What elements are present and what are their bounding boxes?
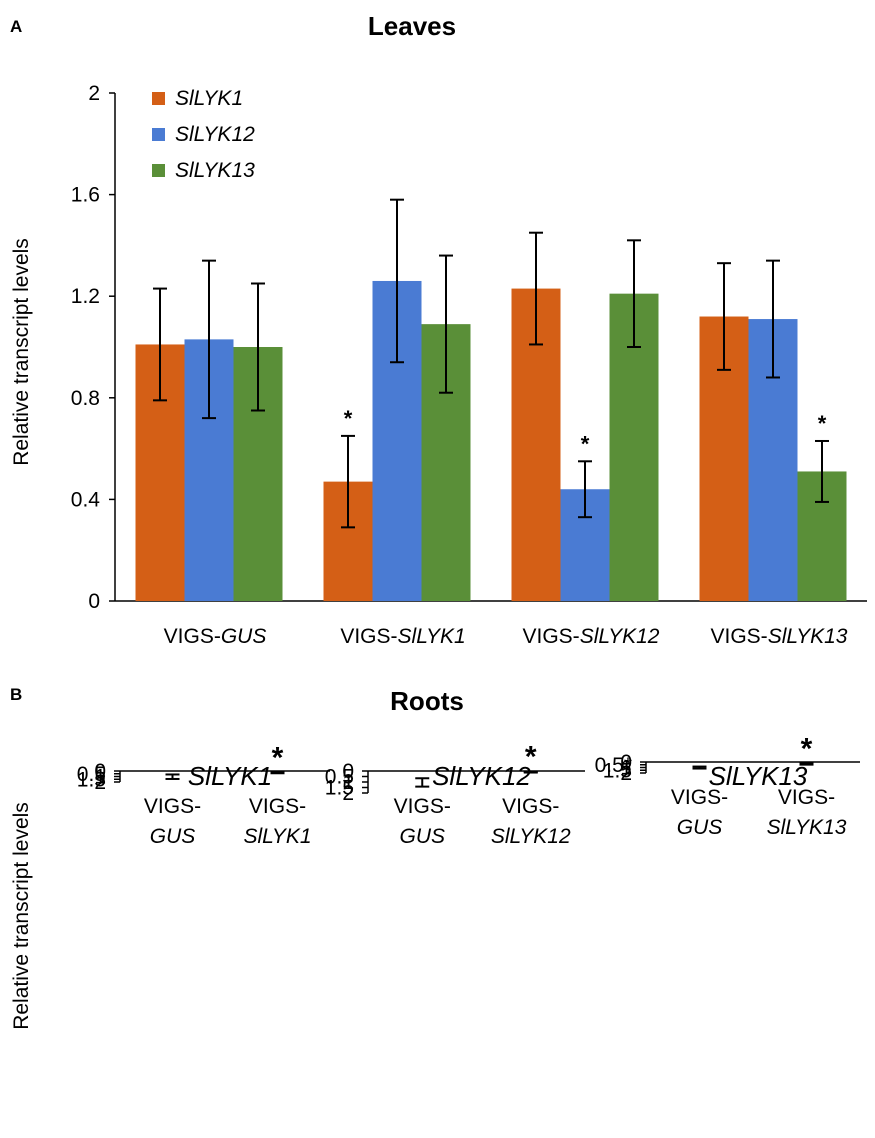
y-tick-label: 0.5 <box>325 766 354 789</box>
significance-star: * <box>581 431 590 456</box>
y-tick-label: 2 <box>88 82 100 105</box>
y-tick-label: 1.5 <box>325 777 354 800</box>
panel-b-label: B <box>10 685 22 704</box>
roots-charts: SlLYK100.511.52VIGS-GUS*VIGS-SlLYK1SlLYK… <box>77 733 860 848</box>
significance-star: * <box>344 406 353 431</box>
x-label-prefix: VIGS- <box>340 625 397 648</box>
x-category-label: VIGS-SlLYK13 <box>711 625 848 648</box>
x-category-label-line1: VIGS- <box>144 795 201 818</box>
x-category-label-line2: GUS <box>399 825 445 848</box>
y-tick-label: 0 <box>620 751 632 774</box>
legend-swatch-sllyk12 <box>152 128 165 141</box>
subchart-title: SlLYK12 <box>432 761 531 791</box>
y-tick-label: 0 <box>342 760 354 783</box>
x-label-gene: SlLYK1 <box>398 625 466 648</box>
y-tick-label: 1 <box>94 766 106 789</box>
significance-star: * <box>818 411 827 436</box>
x-category-label-line2: SlLYK1 <box>243 825 311 848</box>
y-tick-label: 0.5 <box>77 763 106 786</box>
leaves-chart: 00.40.81.21.62VIGS-GUS*VIGS-SlLYK1*VIGS-… <box>71 82 867 648</box>
y-tick-label: 2 <box>342 782 354 805</box>
panel-a-label: A <box>10 17 22 36</box>
panel-a-title: Leaves <box>368 11 456 41</box>
x-category-label-line2: GUS <box>677 816 723 839</box>
x-category-label-line1: VIGS- <box>502 795 559 818</box>
x-category-label-line1: VIGS- <box>778 786 835 809</box>
y-tick-label: 1.5 <box>603 759 632 782</box>
legend-label-sllyk13: SlLYK13 <box>175 159 255 182</box>
y-tick-label: 2 <box>620 762 632 785</box>
legend-label-sllyk12: SlLYK12 <box>175 123 255 146</box>
roots-subchart-sllyk1: SlLYK1 00.511.52 VIGS- GUS * VIGS- SlLYK1 <box>77 741 330 848</box>
panel-b-ylabel: Relative transcript levels <box>10 802 33 1030</box>
y-tick-label: 1.5 <box>77 768 106 791</box>
subchart-title: SlLYK13 <box>709 761 808 791</box>
significance-star: * <box>272 741 284 774</box>
x-category-label-line1: VIGS- <box>671 786 728 809</box>
significance-star: * <box>801 733 813 766</box>
x-label-prefix: VIGS- <box>164 625 221 648</box>
y-tick-label: 0 <box>88 590 100 613</box>
x-category-label: VIGS-SlLYK1 <box>340 625 465 648</box>
legend-swatch-sllyk13 <box>152 164 165 177</box>
roots-subchart-sllyk12: SlLYK12 00.511.52 VIGS- GUS * VIGS- SlLYK12 <box>325 741 585 848</box>
y-tick-label: 1 <box>620 757 632 780</box>
legend-swatch-sllyk1 <box>152 92 165 105</box>
y-tick-label: 1.6 <box>71 184 100 207</box>
y-tick-label: 0.8 <box>71 387 100 410</box>
y-tick-label: 1 <box>342 771 354 794</box>
x-label-gene: SlLYK13 <box>768 625 848 648</box>
y-tick-label: 2 <box>94 771 106 794</box>
y-tick-label: 0.4 <box>71 488 101 511</box>
x-label-gene: GUS <box>221 625 267 648</box>
legend-label-sllyk1: SlLYK1 <box>175 87 243 110</box>
y-tick-label: 1.2 <box>71 285 100 308</box>
y-tick-label: 0.5* <box>595 754 632 777</box>
x-category-label-line1: VIGS- <box>249 795 306 818</box>
significance-star: * <box>525 741 537 774</box>
x-category-label-line2: SlLYK13 <box>767 816 847 839</box>
y-tick-label: 0 <box>94 760 106 783</box>
subchart-title: SlLYK1 <box>188 761 272 791</box>
x-label-gene: SlLYK12 <box>580 625 660 648</box>
x-category-label-line2: SlLYK12 <box>491 825 571 848</box>
x-category-label: VIGS-GUS <box>164 625 267 648</box>
panel-b-title: Roots <box>390 686 464 716</box>
panel-a-ylabel: Relative transcript levels <box>10 238 33 466</box>
x-label-prefix: VIGS- <box>711 625 768 648</box>
x-label-prefix: VIGS- <box>523 625 580 648</box>
x-category-label-line1: VIGS- <box>394 795 451 818</box>
x-category-label: VIGS-SlLYK12 <box>523 625 660 648</box>
x-category-label-line2: GUS <box>150 825 196 848</box>
